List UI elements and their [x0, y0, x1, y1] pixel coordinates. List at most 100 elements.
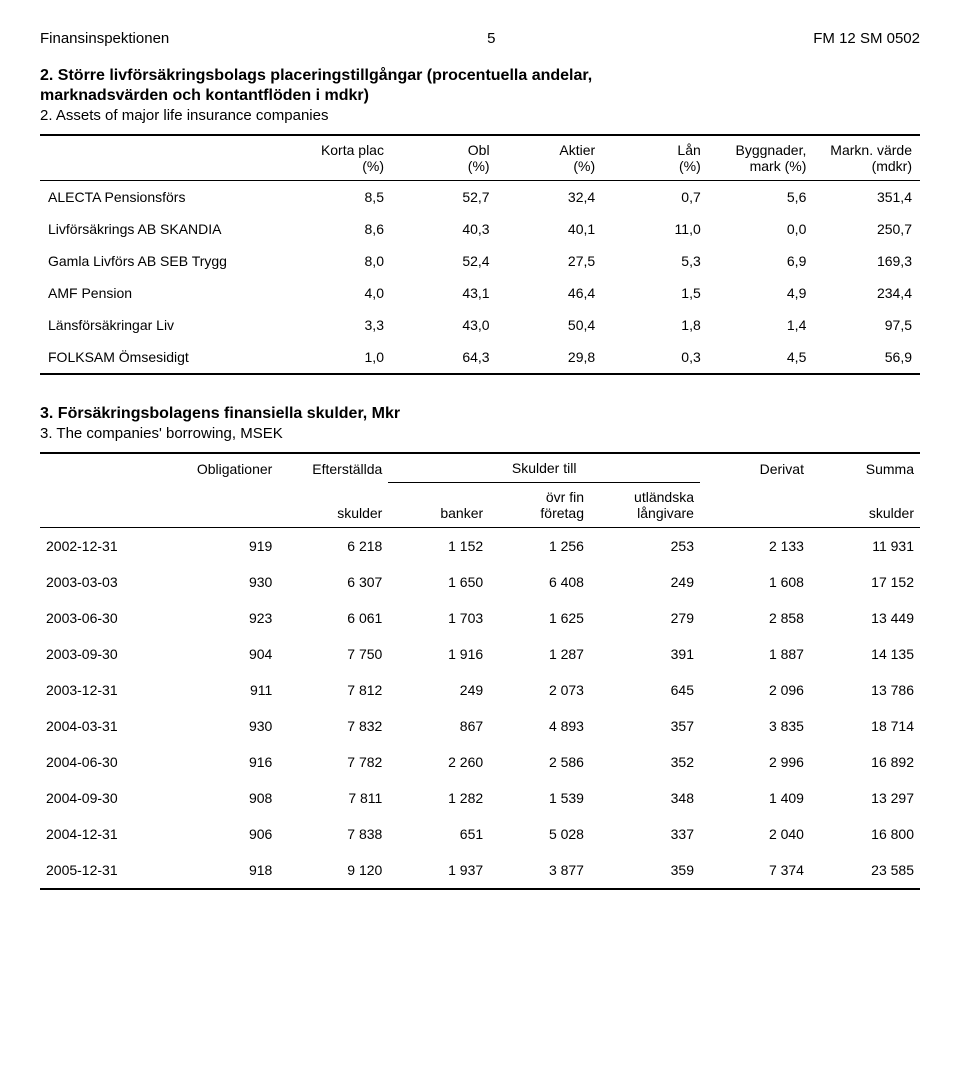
cell-value: 4,9	[709, 277, 815, 309]
col-banker: banker	[388, 483, 489, 528]
cell-value: 2 996	[700, 744, 810, 780]
table-row: Gamla Livförs AB SEB Trygg8,052,427,55,3…	[40, 245, 920, 277]
cell-value: 279	[590, 600, 700, 636]
cell-value: 6 408	[489, 564, 590, 600]
cell-value: 18 714	[810, 708, 920, 744]
row-name: AMF Pension	[40, 277, 286, 309]
cell-value: 359	[590, 852, 700, 889]
cell-value: 40,1	[498, 213, 604, 245]
cell-value: 352	[590, 744, 700, 780]
cell-value: 1,5	[603, 277, 709, 309]
cell-value: 8,5	[286, 181, 392, 214]
cell-value: 4,5	[709, 341, 815, 374]
cell-value: 0,3	[603, 341, 709, 374]
cell-value: 7 838	[278, 816, 388, 852]
cell-value: 6 218	[278, 528, 388, 565]
cell-value: 2 040	[700, 816, 810, 852]
cell-value: 351,4	[814, 181, 920, 214]
cell-value: 1,0	[286, 341, 392, 374]
cell-value: 43,0	[392, 309, 498, 341]
cell-value: 1 152	[388, 528, 489, 565]
row-name: Gamla Livförs AB SEB Trygg	[40, 245, 286, 277]
cell-value: 918	[168, 852, 278, 889]
section1-title-line1: 2. Större livförsäkringsbolags placering…	[40, 67, 920, 85]
cell-value: 1 282	[388, 780, 489, 816]
col-korta-plac: Korta plac(%)	[286, 135, 392, 181]
cell-value: 249	[590, 564, 700, 600]
cell-value: 2 073	[489, 672, 590, 708]
cell-value: 250,7	[814, 213, 920, 245]
cell-value: 906	[168, 816, 278, 852]
cell-value: 923	[168, 600, 278, 636]
row-date: 2005-12-31	[40, 852, 168, 889]
cell-value: 29,8	[498, 341, 604, 374]
cell-value: 52,7	[392, 181, 498, 214]
cell-value: 23 585	[810, 852, 920, 889]
page-header: Finansinspektionen 5 FM 12 SM 0502	[40, 30, 920, 47]
cell-value: 1 287	[489, 636, 590, 672]
cell-value: 2 858	[700, 600, 810, 636]
cell-value: 253	[590, 528, 700, 565]
col-obl: Obl(%)	[392, 135, 498, 181]
table-row: 2002-12-319196 2181 1521 2562532 13311 9…	[40, 528, 920, 565]
cell-value: 1 539	[489, 780, 590, 816]
cell-value: 391	[590, 636, 700, 672]
cell-value: 2 586	[489, 744, 590, 780]
cell-value: 348	[590, 780, 700, 816]
cell-value: 3,3	[286, 309, 392, 341]
header-page-number: 5	[487, 30, 495, 47]
cell-value: 7 374	[700, 852, 810, 889]
cell-value: 1 937	[388, 852, 489, 889]
section1-subtitle: 2. Assets of major life insurance compan…	[40, 107, 920, 124]
cell-value: 14 135	[810, 636, 920, 672]
cell-value: 1 625	[489, 600, 590, 636]
col-skulder-till: Skulder till	[388, 453, 700, 483]
cell-value: 908	[168, 780, 278, 816]
row-name: FOLKSAM Ömsesidigt	[40, 341, 286, 374]
table-assets: Korta plac(%) Obl(%) Aktier(%) Lån(%) By…	[40, 134, 920, 375]
table-row: 2004-03-319307 8328674 8933573 83518 714	[40, 708, 920, 744]
cell-value: 234,4	[814, 277, 920, 309]
cell-value: 7 812	[278, 672, 388, 708]
row-date: 2002-12-31	[40, 528, 168, 565]
cell-value: 2 260	[388, 744, 489, 780]
table-row: Länsförsäkringar Liv3,343,050,41,81,497,…	[40, 309, 920, 341]
cell-value: 16 800	[810, 816, 920, 852]
col-summa: Summa	[810, 453, 920, 483]
cell-value: 40,3	[392, 213, 498, 245]
row-date: 2003-09-30	[40, 636, 168, 672]
row-date: 2004-09-30	[40, 780, 168, 816]
cell-value: 1,4	[709, 309, 815, 341]
cell-value: 1 887	[700, 636, 810, 672]
table-assets-header: Korta plac(%) Obl(%) Aktier(%) Lån(%) By…	[40, 135, 920, 181]
cell-value: 1 650	[388, 564, 489, 600]
col-aktier: Aktier(%)	[498, 135, 604, 181]
cell-value: 64,3	[392, 341, 498, 374]
col-byggnader: Byggnader,mark (%)	[709, 135, 815, 181]
cell-value: 13 449	[810, 600, 920, 636]
cell-value: 97,5	[814, 309, 920, 341]
row-date: 2003-03-03	[40, 564, 168, 600]
cell-value: 651	[388, 816, 489, 852]
col-markn-varde: Markn. värde(mdkr)	[814, 135, 920, 181]
cell-value: 52,4	[392, 245, 498, 277]
header-right: FM 12 SM 0502	[813, 30, 920, 47]
table-row: 2004-12-319067 8386515 0283372 04016 800	[40, 816, 920, 852]
section1-title-line2: marknadsvärden och kontantflöden i mdkr)	[40, 87, 920, 105]
row-date: 2004-03-31	[40, 708, 168, 744]
cell-value: 6 061	[278, 600, 388, 636]
table-row: 2003-12-319117 8122492 0736452 09613 786	[40, 672, 920, 708]
table-row: Livförsäkrings AB SKANDIA8,640,340,111,0…	[40, 213, 920, 245]
table-row: 2003-03-039306 3071 6506 4082491 60817 1…	[40, 564, 920, 600]
cell-value: 4 893	[489, 708, 590, 744]
row-date: 2004-12-31	[40, 816, 168, 852]
col-efterstallda: Efterställda	[278, 453, 388, 483]
cell-value: 32,4	[498, 181, 604, 214]
cell-value: 916	[168, 744, 278, 780]
row-name: Livförsäkrings AB SKANDIA	[40, 213, 286, 245]
col-ovr-fin: övr finföretag	[489, 483, 590, 528]
cell-value: 7 750	[278, 636, 388, 672]
col-efterstallda-sub: skulder	[278, 483, 388, 528]
row-name: ALECTA Pensionsförs	[40, 181, 286, 214]
col-lan: Lån(%)	[603, 135, 709, 181]
